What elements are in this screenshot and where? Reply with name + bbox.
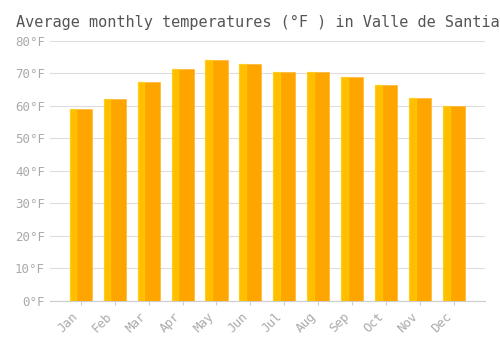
- Bar: [172, 69, 178, 301]
- Bar: [409, 98, 432, 301]
- Bar: [206, 61, 212, 301]
- Title: Average monthly temperatures (°F ) in Valle de Santiago: Average monthly temperatures (°F ) in Va…: [16, 15, 500, 30]
- Bar: [308, 72, 330, 301]
- Bar: [274, 72, 280, 301]
- Bar: [70, 109, 92, 301]
- Bar: [375, 85, 382, 301]
- Bar: [138, 82, 144, 301]
- Bar: [70, 109, 76, 301]
- Bar: [138, 82, 160, 301]
- Bar: [274, 72, 295, 301]
- Bar: [443, 106, 465, 301]
- Bar: [240, 64, 246, 301]
- Bar: [342, 77, 363, 301]
- Bar: [342, 77, 348, 301]
- Bar: [172, 69, 194, 301]
- Bar: [206, 61, 228, 301]
- Bar: [443, 106, 450, 301]
- Bar: [409, 98, 416, 301]
- Bar: [104, 99, 110, 301]
- Bar: [375, 85, 398, 301]
- Bar: [308, 72, 314, 301]
- Bar: [240, 64, 262, 301]
- Bar: [104, 99, 126, 301]
